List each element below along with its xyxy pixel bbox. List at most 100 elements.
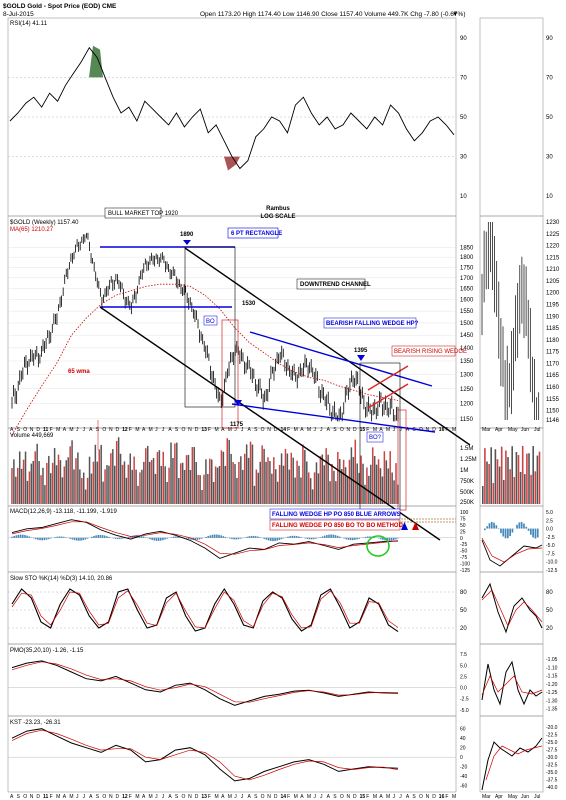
- volume-bar: [112, 449, 114, 504]
- macd-hist-bar: [60, 536, 63, 538]
- macd-tick-50: 50: [460, 523, 466, 529]
- volume-tick-1.25M: 1.25M: [460, 457, 477, 463]
- peak-1395-label: 1395: [354, 348, 368, 354]
- volume-bar: [375, 464, 378, 504]
- volume-bar: [304, 450, 306, 504]
- x-tick-J: J: [155, 427, 158, 433]
- volume-bar: [63, 466, 66, 504]
- rsi-series: [9, 45, 455, 171]
- volume-bar: [321, 454, 324, 504]
- macd-hist-bar: [62, 536, 65, 538]
- volume-bar: [79, 469, 81, 504]
- rsi-oversold-fill: [224, 156, 240, 171]
- volume-bar: [75, 458, 77, 504]
- daily-kst-tick--20.0: -20.0: [546, 725, 558, 731]
- volume-bar: [340, 469, 343, 504]
- daily-macd-hist-bar: [507, 528, 509, 539]
- volume-bar: [94, 444, 97, 504]
- macd-hist-bar: [276, 537, 279, 541]
- macd-hist-bar: [34, 537, 37, 540]
- macd-hist-bar: [216, 534, 218, 538]
- volume-bar: [102, 481, 104, 504]
- macd-hist-bar: [293, 535, 296, 538]
- daily-macd-tick-0.0: 0.0: [546, 527, 553, 533]
- x-tick-M: M: [386, 427, 390, 433]
- macd-hist-bar: [101, 535, 104, 538]
- axis-labels: 9070503010907050301018501800175017001650…: [10, 36, 560, 800]
- macd-hist-bar: [95, 535, 97, 538]
- x-tick-bottom-M: M: [69, 794, 73, 800]
- fw-red-label: FALLING WEDGE PO 850 BO TO BO METHOD: [272, 523, 404, 529]
- x-tick-bottom-M: M: [228, 794, 232, 800]
- x-tick-S: S: [175, 427, 179, 433]
- x-tick-bottom-A: A: [168, 794, 172, 800]
- macd-hist-bar: [265, 537, 268, 540]
- volume-bar: [278, 465, 281, 504]
- macd-hist-bar: [395, 537, 397, 540]
- macd-hist-bar: [84, 537, 87, 540]
- kst-tick-40: 40: [460, 736, 466, 742]
- volume-bar: [265, 461, 267, 504]
- volume-bar: [240, 456, 242, 504]
- daily-macd-hist-bar: [536, 528, 539, 538]
- x-tick-J: J: [241, 427, 244, 433]
- volume-bar: [209, 458, 211, 504]
- macd-hist-bar: [97, 534, 100, 538]
- volume-bar: [108, 465, 110, 504]
- x-tick-J: J: [399, 427, 402, 433]
- daily-volume-bar: [507, 457, 509, 504]
- macd-hist-bar: [151, 537, 153, 540]
- daily-volume-bar: [515, 452, 518, 504]
- volume-bar: [284, 448, 287, 504]
- daily-x-tick-Jun: Jun: [521, 427, 529, 433]
- x-tick-bottom-D: D: [353, 794, 357, 800]
- volume-bar: [251, 444, 254, 504]
- kst-panel: [7, 715, 457, 793]
- macd-hist-bar: [39, 537, 41, 541]
- volume-bar: [119, 453, 122, 504]
- price-tick-1400: 1400: [460, 346, 474, 352]
- x-tick-16: 16: [439, 427, 445, 433]
- x-tick-bottom-D: D: [116, 794, 120, 800]
- x-tick-A: A: [89, 427, 93, 433]
- macd-hist-bar: [369, 536, 371, 538]
- volume-bar: [253, 485, 256, 504]
- rsi-tick-90: 90: [460, 36, 467, 42]
- daily-volume-bar: [526, 453, 528, 504]
- daily-kst-line: [481, 737, 543, 791]
- volume-bar: [15, 476, 17, 504]
- price-tick-1850: 1850: [460, 245, 474, 251]
- volume-bar: [26, 480, 29, 504]
- volume-bar: [286, 453, 289, 504]
- daily-volume-bar: [484, 448, 486, 504]
- daily-macd-hist-bar: [534, 528, 537, 539]
- macd-hist-bar: [231, 537, 233, 540]
- volume-bar: [335, 481, 337, 504]
- macd-hist-bar: [21, 534, 24, 538]
- price-tick-1200: 1200: [460, 401, 474, 407]
- volume-bar: [183, 469, 186, 504]
- volume-bar: [187, 454, 190, 504]
- volume-bar: [220, 450, 223, 504]
- volume-bar: [98, 449, 100, 504]
- volume-bar: [309, 478, 312, 504]
- daily-macd-hist-bar: [500, 528, 502, 534]
- daily-macd-tick-5.0: 5.0: [546, 510, 553, 516]
- macd-hist-bar: [282, 537, 285, 539]
- daily-price-tick-1205: 1205: [546, 279, 560, 285]
- macd-tick--100: -100: [460, 562, 470, 568]
- volume-bar: [168, 467, 170, 504]
- volume-tick-1.5M: 1.5M: [460, 446, 473, 452]
- macd-hist-bar: [90, 536, 93, 538]
- volume-bar: [288, 469, 291, 504]
- x-tick-bottom-M: M: [386, 794, 390, 800]
- daily-kst-tick--27.5: -27.5: [546, 748, 558, 754]
- x-tick-N: N: [346, 427, 350, 433]
- macd-signal-line: [11, 521, 399, 555]
- x-tick-bottom-S: S: [17, 794, 21, 800]
- macd-hist-bar: [300, 537, 302, 538]
- pmo-tick-0.0: 0.0: [460, 686, 467, 692]
- daily-macd-hist-bar: [504, 528, 507, 539]
- volume-bar: [267, 457, 269, 504]
- macd-hist-bar: [287, 536, 289, 538]
